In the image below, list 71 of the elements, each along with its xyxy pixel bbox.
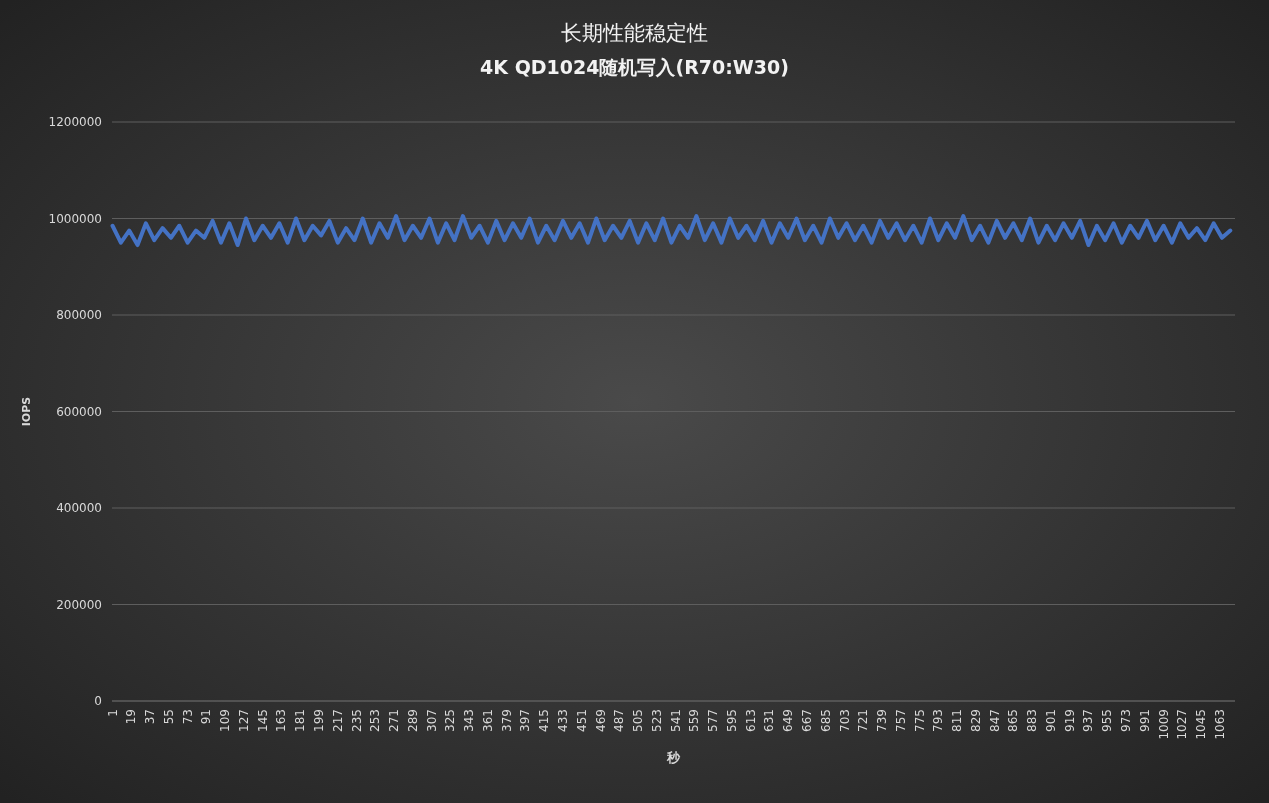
x-tick-label: 667 <box>799 709 814 732</box>
chart-subtitle: 4K QD1024随机写入(R70:W30) <box>480 56 789 78</box>
chart-title: 长期性能稳定性 <box>561 21 708 45</box>
x-tick-label: 145 <box>255 709 270 732</box>
x-tick-label: 523 <box>649 709 664 732</box>
y-tick-label: 1000000 <box>48 211 102 226</box>
x-tick-label: 325 <box>443 709 458 732</box>
x-tick-label: 271 <box>387 709 402 732</box>
x-tick-label: 649 <box>781 709 796 732</box>
x-tick-label: 307 <box>424 709 439 732</box>
x-tick-label: 721 <box>856 709 871 732</box>
x-tick-label: 595 <box>724 709 739 732</box>
x-tick-label: 469 <box>593 709 608 732</box>
x-tick-label: 775 <box>912 709 927 732</box>
x-tick-label: 685 <box>818 709 833 732</box>
y-tick-label: 0 <box>94 694 102 708</box>
x-tick-label: 253 <box>368 709 383 732</box>
x-tick-label: 343 <box>462 709 477 732</box>
x-tick-label: 613 <box>743 709 758 732</box>
x-tick-label: 487 <box>612 709 627 732</box>
y-tick-label: 1200000 <box>48 115 102 129</box>
x-axis-title: 秒 <box>666 750 681 765</box>
y-tick-label: 800000 <box>56 308 102 322</box>
x-tick-label: 919 <box>1062 709 1077 732</box>
x-tick-label: 811 <box>950 709 965 732</box>
x-tick-label: 73 <box>180 709 195 725</box>
x-tick-label: 235 <box>349 709 364 732</box>
x-tick-label: 451 <box>574 709 589 732</box>
y-axis-title: IOPS <box>20 396 33 427</box>
x-tick-label: 163 <box>274 709 289 732</box>
x-tick-label: 415 <box>537 709 552 732</box>
y-tick-label: 200000 <box>56 597 102 612</box>
x-tick-label: 793 <box>931 709 946 732</box>
x-tick-label: 829 <box>968 709 983 732</box>
x-tick-label: 505 <box>631 709 646 732</box>
x-tick-label: 937 <box>1081 709 1096 732</box>
y-tick-label: 600000 <box>56 404 102 419</box>
y-tick-label: 400000 <box>56 501 102 515</box>
x-tick-label: 127 <box>236 709 251 732</box>
x-tick-label: 199 <box>311 709 326 732</box>
x-tick-label: 289 <box>405 709 420 732</box>
x-tick-label: 181 <box>293 709 308 732</box>
x-tick-label: 847 <box>987 709 1002 732</box>
x-tick-label: 973 <box>1119 709 1134 732</box>
x-tick-label: 865 <box>1006 709 1021 732</box>
x-tick-label: 883 <box>1025 709 1040 732</box>
x-tick-label: 37 <box>143 709 158 725</box>
x-tick-label: 19 <box>124 709 139 725</box>
x-tick-label: 757 <box>893 709 908 732</box>
x-tick-label: 109 <box>218 709 233 732</box>
x-tick-label: 955 <box>1100 709 1115 732</box>
x-tick-label: 397 <box>518 709 533 732</box>
x-tick-label: 1009 <box>1156 709 1171 740</box>
x-tick-label: 361 <box>480 709 495 732</box>
x-tick-label: 1063 <box>1212 709 1227 740</box>
x-tick-label: 703 <box>837 709 852 732</box>
x-tick-label: 1027 <box>1175 709 1190 740</box>
x-tick-label: 1045 <box>1194 709 1209 740</box>
x-tick-label: 1 <box>105 709 120 717</box>
x-tick-label: 739 <box>875 709 890 732</box>
x-tick-label: 901 <box>1043 709 1058 732</box>
x-tick-label: 991 <box>1137 709 1152 732</box>
x-tick-label: 379 <box>499 709 514 732</box>
x-tick-label: 559 <box>687 709 702 732</box>
x-tick-label: 541 <box>668 709 683 732</box>
x-tick-label: 577 <box>706 709 721 732</box>
x-tick-label: 55 <box>161 709 176 725</box>
x-tick-label: 433 <box>555 709 570 732</box>
x-tick-label: 631 <box>762 709 777 732</box>
x-tick-label: 91 <box>199 709 214 725</box>
x-tick-label: 217 <box>330 709 345 732</box>
